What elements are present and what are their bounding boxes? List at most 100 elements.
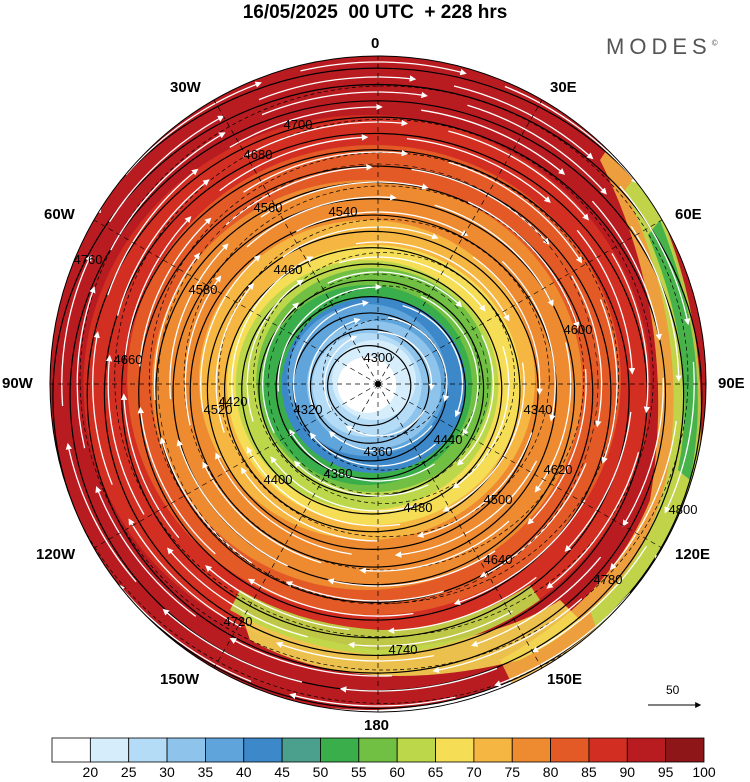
map-border <box>49 55 707 713</box>
streamline <box>527 368 587 525</box>
temperature-contour <box>50 56 706 704</box>
streamline <box>388 317 450 402</box>
streamline <box>472 256 543 395</box>
lon-label-120w: 120W <box>36 546 76 563</box>
contour-label: 4520 <box>204 402 233 417</box>
speed-patch <box>240 600 580 676</box>
streamline <box>169 243 229 400</box>
colorbar-swatch <box>358 737 398 763</box>
colorbar-swatch <box>550 737 590 763</box>
streamline <box>231 256 314 406</box>
streamline <box>215 283 255 433</box>
streamline <box>289 429 435 482</box>
colorbar-tick-label: 85 <box>581 764 597 780</box>
streamline <box>262 302 300 434</box>
streamline <box>355 241 510 322</box>
height-contour <box>52 83 703 710</box>
streamline <box>261 91 428 116</box>
streamline <box>270 456 417 512</box>
streamline <box>420 295 479 436</box>
contour-label: 4720 <box>224 614 253 629</box>
contour-label: 4440 <box>434 432 463 447</box>
streamline <box>92 331 113 485</box>
streamline <box>282 226 439 258</box>
streamline <box>504 85 638 184</box>
contour-label: 4320 <box>294 402 323 417</box>
streamline <box>61 254 92 407</box>
contour-label: 4600 <box>564 322 593 337</box>
colorbar-swatch <box>626 737 667 763</box>
streamline <box>453 499 586 606</box>
map-title: 16/05/2025 00 UTC + 228 hrs <box>242 2 508 23</box>
streamline <box>300 61 467 76</box>
streamline <box>359 520 510 574</box>
streamline <box>308 317 361 409</box>
streamline <box>432 598 583 674</box>
colorbar-swatch <box>281 737 321 763</box>
streamline <box>456 334 494 466</box>
streamline <box>229 637 393 677</box>
lon-label-120e: 120E <box>675 546 711 563</box>
streamline <box>434 204 554 307</box>
streamline <box>139 217 212 367</box>
streamline <box>229 103 383 148</box>
streamline <box>323 335 358 411</box>
meridian <box>213 383 379 669</box>
streamline <box>348 610 513 649</box>
wind-reference-value: 50 <box>666 683 680 697</box>
contour-label: 4580 <box>189 282 218 297</box>
streamline <box>591 200 662 341</box>
temperature-contour <box>253 252 515 504</box>
streamline <box>619 185 691 326</box>
streamline <box>452 346 510 489</box>
streamline <box>292 299 369 403</box>
colorbar-tick-label: 25 <box>120 764 137 780</box>
streamline <box>571 275 603 428</box>
colorbar-swatch <box>473 737 513 763</box>
streamline <box>105 354 145 515</box>
contour-label: 4780 <box>594 572 623 587</box>
contour-label: 4340 <box>524 402 553 417</box>
streamline <box>406 137 551 203</box>
streamline <box>296 211 469 236</box>
temperature-contour <box>149 152 619 604</box>
contour-label: 4400 <box>264 472 293 487</box>
parallel <box>157 163 599 605</box>
streamline <box>205 565 350 631</box>
streamline <box>76 286 96 449</box>
contour-label: 4700 <box>284 117 313 132</box>
streamline <box>339 256 486 312</box>
streamline <box>448 130 589 221</box>
streamline <box>258 75 417 101</box>
streamline <box>225 163 373 226</box>
contour-label: 4300 <box>364 350 393 365</box>
colorbar-swatch <box>588 737 628 763</box>
contour-label: 4560 <box>254 200 283 215</box>
colorbar-swatch <box>665 737 705 763</box>
streamline <box>467 104 607 195</box>
streamline <box>309 432 437 467</box>
streamline <box>215 452 352 555</box>
streamline <box>402 304 464 418</box>
colorbar-swatch <box>511 737 551 763</box>
colorbar-tick-label: 70 <box>466 764 482 780</box>
temperature-contour <box>114 118 654 638</box>
streamline <box>531 545 648 653</box>
colorbar-swatch <box>89 737 130 763</box>
contour-label: 4420 <box>219 394 248 409</box>
temperature-contour <box>183 185 585 571</box>
streamline <box>630 225 682 382</box>
wind-speed-fill <box>50 56 706 710</box>
streamline <box>247 578 414 617</box>
colorbar-swatch <box>205 737 245 763</box>
colorbar-tick-label: 80 <box>542 764 559 780</box>
streamline <box>327 271 463 308</box>
colorbar <box>51 737 705 763</box>
contour-label: 4640 <box>484 552 513 567</box>
streamline <box>124 216 192 357</box>
lon-label-180: 180 <box>364 717 390 734</box>
streamline <box>546 452 640 589</box>
contour-label: 4800 <box>669 502 698 517</box>
streamline <box>275 641 435 662</box>
